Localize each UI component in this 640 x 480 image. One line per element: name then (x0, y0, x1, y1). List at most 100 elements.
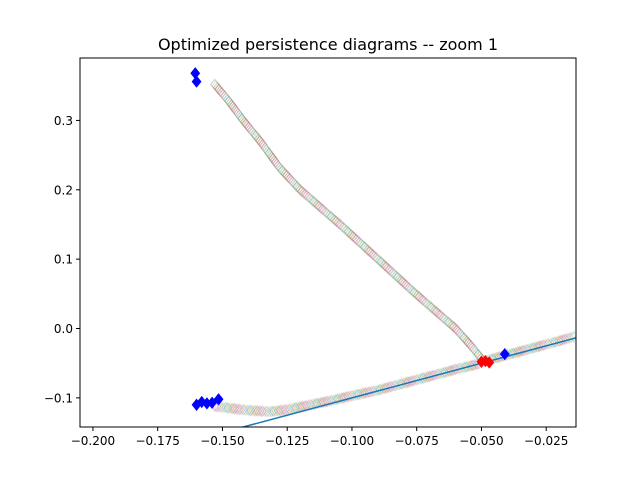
chart-title: Optimized persistence diagrams -- zoom 1 (158, 35, 498, 54)
y-tick-label: 0.2 (54, 183, 73, 197)
trajectory-marker (328, 394, 339, 407)
trajectory-marker (242, 119, 253, 132)
trajectory-marker (490, 352, 500, 365)
trajectory-marker (450, 322, 461, 335)
trajectory-marker (329, 213, 340, 226)
trajectory-marker (411, 373, 422, 386)
trajectory-marker (260, 142, 270, 154)
trajectory-marker (219, 90, 230, 103)
trajectory-marker (465, 359, 476, 372)
trajectory-marker (316, 396, 326, 409)
trajectory-marker (212, 81, 223, 94)
trajectory-marker (324, 209, 335, 222)
trajectory-marker (243, 121, 254, 134)
trajectory-marker (335, 218, 345, 231)
trajectory-marker (419, 295, 430, 308)
diagram-point (484, 356, 495, 369)
trajectory-marker (321, 206, 331, 219)
trajectory-marker (532, 340, 543, 353)
trajectory-marker (217, 86, 227, 99)
trajectory-marker (448, 364, 459, 376)
trajectory-marker (345, 227, 355, 240)
trajectory-marker (463, 360, 474, 373)
trajectory-marker (211, 80, 221, 93)
trajectory-marker (316, 201, 326, 214)
trajectory-marker (522, 343, 533, 356)
trajectory-marker (560, 333, 571, 346)
trajectory-marker (354, 236, 365, 249)
trajectory-marker (453, 325, 464, 338)
trajectory-marker (452, 362, 463, 375)
trajectory-marker (317, 203, 328, 216)
trajectory-marker (407, 375, 418, 387)
trajectory-marker (383, 381, 394, 394)
trajectory-marker (420, 371, 431, 384)
trajectory-marker (280, 403, 290, 416)
trajectory-marker (322, 395, 332, 408)
trajectory-marker (312, 198, 323, 211)
trajectory-marker (427, 369, 437, 382)
trajectory-marker (290, 179, 301, 191)
trajectory-marker (275, 404, 286, 417)
trajectory-marker (547, 336, 558, 349)
trajectory-marker (270, 156, 281, 169)
trajectory-marker (390, 379, 400, 392)
trajectory-marker (231, 105, 242, 118)
trajectory-marker (349, 389, 359, 402)
trajectory-marker (351, 388, 362, 401)
trajectory-marker (466, 339, 476, 352)
trajectory-marker (512, 346, 523, 359)
trajectory-marker (423, 298, 433, 311)
trajectory-marker (289, 177, 300, 190)
trajectory-marker (569, 330, 576, 343)
trajectory-marker (470, 345, 481, 358)
trajectory-marker (336, 219, 347, 232)
trajectory-marker (276, 163, 286, 176)
trajectory-marker (407, 284, 418, 297)
trajectory-marker (320, 395, 330, 408)
trajectory-marker (398, 377, 409, 390)
trajectory-marker (226, 98, 237, 111)
trajectory-marker (431, 306, 442, 318)
trajectory-marker (422, 370, 433, 383)
x-tick-label: −0.075 (394, 434, 438, 448)
trajectory-marker (343, 390, 353, 403)
trajectory-marker (545, 337, 556, 350)
trajectory-marker (396, 274, 406, 287)
trajectory-marker (460, 333, 471, 346)
trajectory-marker (430, 304, 440, 317)
trajectory-marker (442, 365, 452, 378)
trajectory-marker (285, 172, 295, 185)
trajectory-marker (245, 404, 256, 417)
trajectory-marker (541, 338, 551, 351)
trajectory-marker (370, 384, 381, 397)
trajectory-marker (381, 260, 391, 273)
trajectory-marker (387, 266, 398, 279)
trajectory-marker (245, 123, 255, 135)
x-tick-label: −0.100 (330, 434, 374, 448)
trajectory-marker (331, 215, 342, 228)
trajectory-marker (358, 239, 368, 252)
trajectory-marker (350, 231, 360, 244)
trajectory-marker (376, 256, 386, 269)
trajectory-marker (214, 400, 224, 413)
trajectory-marker (252, 405, 263, 417)
trajectory-marker (243, 404, 254, 417)
trajectory-marker (264, 147, 274, 160)
trajectory-marker (222, 93, 233, 106)
trajectory-marker (366, 247, 377, 260)
trajectory-marker (382, 262, 393, 275)
trajectory-marker (357, 387, 368, 400)
trajectory-marker (351, 233, 362, 246)
trajectory-marker (409, 374, 420, 387)
trajectory-marker (223, 402, 233, 414)
y-axis: −0.1 0.0 0.1 0.2 0.3 (44, 114, 80, 405)
trajectory-marker (368, 248, 378, 261)
trajectory-marker (340, 222, 350, 235)
trajectory-marker (297, 185, 307, 198)
trajectory-marker (389, 268, 400, 281)
trajectory-marker (239, 116, 250, 129)
trajectory-marker (279, 166, 289, 179)
trajectory-marker (402, 280, 413, 293)
